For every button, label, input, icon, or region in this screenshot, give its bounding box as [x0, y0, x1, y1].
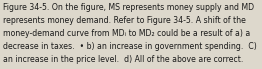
Text: Figure 34-5. On the figure, MS represents money supply and MD: Figure 34-5. On the figure, MS represent… [3, 3, 254, 12]
Text: money-demand curve from MDᵢ to MD₂ could be a result of a) a: money-demand curve from MDᵢ to MD₂ could… [3, 29, 250, 38]
Text: decrease in taxes.  • b) an increase in government spending.  C): decrease in taxes. • b) an increase in g… [3, 42, 256, 51]
Text: an increase in the price level.  d) All of the above are correct.: an increase in the price level. d) All o… [3, 55, 243, 64]
Text: represents money demand. Refer to Figure 34-5. A shift of the: represents money demand. Refer to Figure… [3, 16, 245, 25]
